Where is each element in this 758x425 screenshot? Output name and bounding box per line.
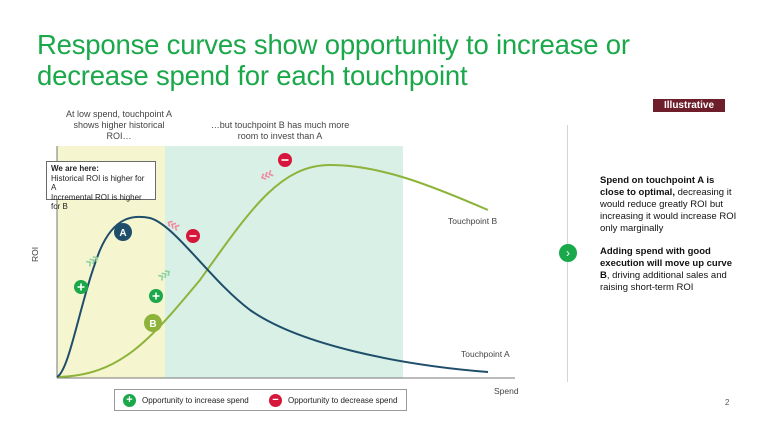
legend-increase-label: Opportunity to increase spend <box>142 396 249 405</box>
right-paragraph-2: Adding spend with good execution will mo… <box>600 246 740 294</box>
page-number: 2 <box>725 398 730 407</box>
annotation-touchpoint-a: At low spend, touchpoint A shows higher … <box>65 109 173 141</box>
slide-title: Response curves show opportunity to incr… <box>37 29 630 91</box>
plus-icon: + <box>123 394 136 407</box>
point-b-marker: B <box>144 314 162 332</box>
zone-b-background <box>165 146 403 378</box>
callout-heading: We are here: <box>51 164 99 173</box>
annotation-touchpoint-b: …but touchpoint B has much more room to … <box>210 120 350 141</box>
chevron-right-icon: › <box>559 244 577 262</box>
callout-line-2: Incremental ROI is higher for B <box>51 192 142 212</box>
triple-chevron-icon <box>158 270 170 281</box>
curve-touchpoint-a <box>56 215 489 378</box>
callout-line-1: Historical ROI is higher for A <box>51 173 145 193</box>
plus-icon <box>149 289 163 303</box>
minus-icon <box>186 229 200 243</box>
legend-decrease-label: Opportunity to decrease spend <box>288 396 398 405</box>
legend-item-decrease: − Opportunity to decrease spend <box>269 394 397 407</box>
curve-touchpoint-b <box>56 163 489 378</box>
point-a-label: A <box>119 228 126 239</box>
y-axis-label: ROI <box>30 246 40 262</box>
point-a-marker: A <box>114 223 132 241</box>
right-paragraph-1: Spend on touchpoint A is close to optima… <box>600 175 740 235</box>
point-b-label: B <box>149 319 156 330</box>
illustrative-badge: Illustrative <box>653 99 725 112</box>
p1-bold: Spend on touchpoint A is close to optima… <box>600 175 715 198</box>
p1-rest: decreasing it would reduce greatly ROI b… <box>600 187 737 234</box>
minus-icon: − <box>269 394 282 407</box>
triple-chevron-icon <box>86 256 98 267</box>
triple-chevron-icon <box>261 170 274 180</box>
triple-chevron-icon <box>167 220 180 231</box>
touchpoint-a-label: Touchpoint A <box>461 349 510 359</box>
legend: + Opportunity to increase spend − Opport… <box>114 389 407 411</box>
legend-item-increase: + Opportunity to increase spend <box>123 394 249 407</box>
we-are-here-callout: We are here: Historical ROI is higher fo… <box>46 161 156 211</box>
plus-icon <box>74 280 88 294</box>
p2-rest: , driving additional sales and raising s… <box>600 270 727 293</box>
right-panel: Spend on touchpoint A is close to optima… <box>600 175 740 305</box>
minus-icon <box>278 153 292 167</box>
x-axis-label: Spend <box>494 386 519 396</box>
touchpoint-b-label: Touchpoint B <box>448 216 498 226</box>
p2-bold: Adding spend with good execution will mo… <box>600 246 732 281</box>
